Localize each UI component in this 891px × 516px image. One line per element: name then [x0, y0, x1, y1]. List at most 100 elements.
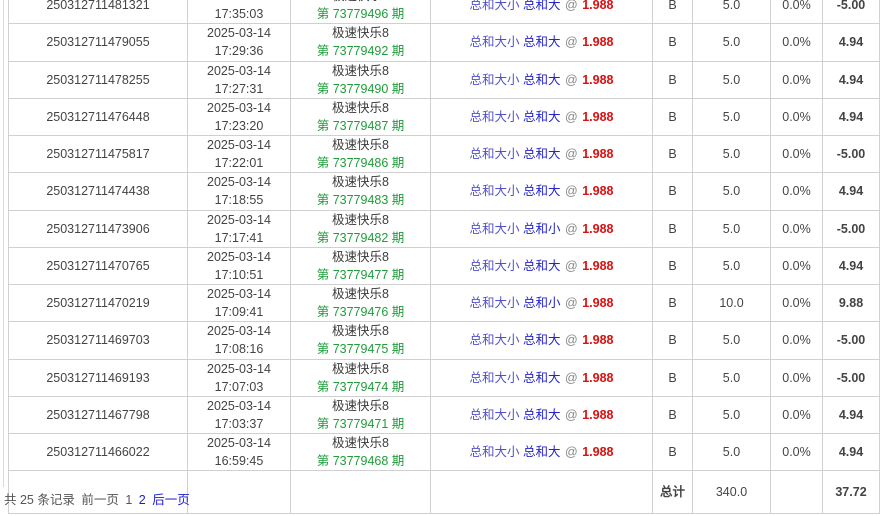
- cell-bet-side: B: [652, 97, 693, 137]
- issue-number: 73779471: [332, 416, 389, 431]
- cell-bet-side: B: [652, 134, 693, 174]
- cell-order-id: 250312711474438: [8, 172, 188, 211]
- cell-result-amount: 4.94: [822, 246, 880, 286]
- page-number-1[interactable]: 1: [125, 493, 133, 507]
- issue-prefix: 第: [316, 416, 330, 431]
- cell-bet-side: B: [652, 395, 693, 435]
- bet-pick: 总和大: [523, 184, 561, 199]
- cell-datetime: 2025-03-14 17:03:37: [187, 395, 291, 435]
- table-row[interactable]: 250312711469703 2025-03-14 17:08:16 极速快乐8 第 …: [8, 321, 880, 360]
- cell-stake-amount: 5.0: [692, 0, 771, 25]
- issue-number: 73779468: [332, 454, 389, 469]
- cell-commission-percent: 0.0%: [770, 97, 823, 137]
- bet-time: 17:22:01: [214, 156, 264, 171]
- bet-pick: 总和大: [523, 258, 561, 273]
- bet-time: 16:59:45: [214, 454, 264, 469]
- cell-order-id: 250312711470765: [8, 246, 188, 286]
- bet-time: 17:17:41: [214, 230, 264, 245]
- issue-prefix: 第: [316, 267, 330, 282]
- cell-result-amount: -5.00: [822, 209, 880, 248]
- issue-number-line: 第 73779475 期: [295, 340, 426, 358]
- cell-bet-description: 总和大小 总和大 @ 1.988: [430, 246, 653, 286]
- bet-pick: 总和小: [523, 296, 561, 311]
- bet-date: 2025-03-14: [207, 212, 271, 227]
- at-symbol: @: [565, 72, 578, 87]
- cell-order-id: 250312711469703: [8, 321, 188, 360]
- table-row[interactable]: 250312711481321 2025-03-14 17:35:03 极速快乐8第 …: [8, 0, 880, 25]
- table-row[interactable]: 250312711470219 2025-03-14 17:09:41 极速快乐8 第 …: [8, 283, 880, 323]
- cell-bet-side: B: [652, 358, 693, 397]
- cell-datetime: 2025-03-14 17:17:41: [187, 209, 291, 248]
- table-row[interactable]: 250312711479055 2025-03-14 17:29:36 极速快乐8 第 …: [8, 23, 880, 62]
- prev-page-link[interactable]: 前一页: [81, 493, 119, 507]
- total-stake-amount: 340.0: [692, 470, 771, 515]
- bet-pick: 总和大: [523, 333, 561, 348]
- issue-suffix: 期: [391, 267, 405, 282]
- issue-suffix: 期: [391, 156, 405, 171]
- cell-stake-amount: 5.0: [692, 358, 771, 397]
- table-row[interactable]: 250312711470765 2025-03-14 17:10:51 极速快乐8 第 …: [8, 246, 880, 286]
- cell-datetime: 2025-03-14 17:23:20: [187, 97, 291, 137]
- bet-odds: 1.988: [582, 72, 614, 87]
- cell-order-id: 250312711467798: [8, 395, 188, 435]
- table-row[interactable]: 250312711476448 2025-03-14 17:23:20 极速快乐8 第 …: [8, 97, 880, 137]
- bet-pick: 总和大: [523, 370, 561, 385]
- cell-commission-percent: 0.0%: [770, 432, 823, 472]
- bet-odds: 1.988: [582, 370, 614, 385]
- cell-datetime: 2025-03-14 17:08:16: [187, 321, 291, 360]
- cell-result-amount: -5.00: [822, 321, 880, 360]
- cell-result-amount: 4.94: [822, 172, 880, 211]
- game-name: 极速快乐8: [332, 398, 389, 413]
- issue-number-line: 第 73779483 期: [295, 191, 426, 209]
- cell-bet-description: 总和大小 总和大 @ 1.988: [430, 134, 653, 174]
- table-row[interactable]: 250312711466022 2025-03-14 16:59:45 极速快乐8 第 …: [8, 432, 880, 472]
- cell-datetime: 2025-03-14 17:10:51: [187, 246, 291, 286]
- issue-suffix: 期: [391, 193, 405, 208]
- bet-market: 总和大小: [469, 109, 520, 124]
- cell-datetime: 2025-03-14 17:07:03: [187, 358, 291, 397]
- at-symbol: @: [565, 370, 578, 385]
- table-row[interactable]: 250312711478255 2025-03-14 17:27:31 极速快乐8 第 …: [8, 60, 880, 99]
- bet-date: 2025-03-14: [207, 100, 271, 115]
- cell-datetime: 2025-03-14 17:22:01: [187, 134, 291, 174]
- bet-pick: 总和大: [523, 147, 561, 162]
- cell-total-blank-time: [187, 470, 291, 515]
- issue-prefix: 第: [316, 305, 330, 320]
- issue-number: 73779487: [332, 118, 389, 133]
- cell-datetime: 2025-03-14 17:29:36: [187, 23, 291, 62]
- table-row[interactable]: 250312711475817 2025-03-14 17:22:01 极速快乐8 第 …: [8, 134, 880, 174]
- cell-stake-amount: 5.0: [692, 23, 771, 62]
- next-page-link[interactable]: 后一页: [152, 493, 190, 507]
- cell-datetime: 2025-03-14 17:27:31: [187, 60, 291, 99]
- bet-market: 总和大小: [469, 35, 520, 50]
- at-symbol: @: [565, 35, 578, 50]
- cell-bet-description: 总和大小 总和大 @ 1.988: [430, 23, 653, 62]
- at-symbol: @: [565, 296, 578, 311]
- bet-time: 17:10:51: [214, 267, 264, 282]
- bet-history-report: 2503127114813212025-03-1417:35:03极速快乐8第 …: [8, 0, 880, 515]
- cell-bet-side: B: [652, 321, 693, 360]
- at-symbol: @: [565, 258, 578, 273]
- cell-bet-side: B: [652, 432, 693, 472]
- issue-number: 73779475: [332, 342, 389, 357]
- cell-order-id: 250312711481321: [8, 0, 188, 25]
- total-percent: [770, 470, 823, 515]
- issue-prefix: 第: [316, 230, 330, 245]
- table-row[interactable]: 250312711469193 2025-03-14 17:07:03 极速快乐8 第 …: [8, 358, 880, 397]
- totals-row: 总计 340.0 37.72: [8, 470, 880, 515]
- table-row[interactable]: 250312711467798 2025-03-14 17:03:37 极速快乐8 第 …: [8, 395, 880, 435]
- table-row[interactable]: 250312711473906 2025-03-14 17:17:41 极速快乐8 第 …: [8, 209, 880, 248]
- issue-number-line: 第 73779492 期: [295, 42, 426, 60]
- cell-stake-amount: 5.0: [692, 97, 771, 137]
- page-number-2[interactable]: 2: [138, 493, 146, 507]
- cell-order-id: 250312711470219: [8, 283, 188, 323]
- game-name: 极速快乐8: [332, 175, 389, 190]
- cell-order-id: 250312711479055: [8, 23, 188, 62]
- at-symbol: @: [565, 333, 578, 348]
- cell-order-id: 250312711476448: [8, 97, 188, 137]
- issue-suffix: 期: [391, 118, 405, 133]
- table-row[interactable]: 250312711474438 2025-03-14 17:18:55 极速快乐8 第 …: [8, 172, 880, 211]
- bet-date: 2025-03-14: [207, 175, 271, 190]
- total-label: 总计: [652, 470, 693, 515]
- cell-bet-side: B: [652, 209, 693, 248]
